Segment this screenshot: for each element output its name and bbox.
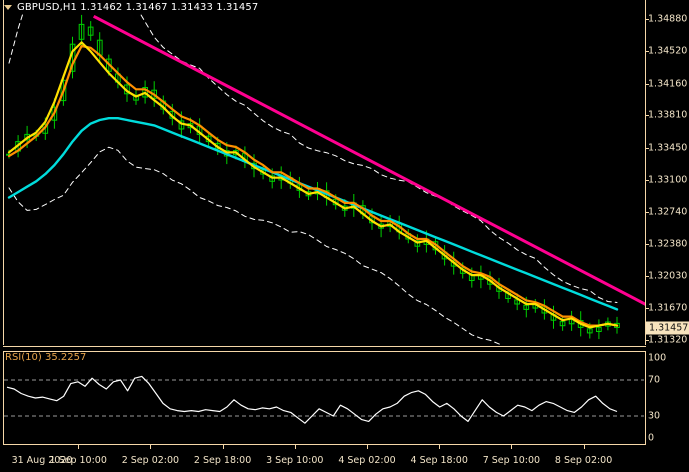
rsi-axis-label: 30	[648, 410, 661, 422]
price-axis-label: 1.33100	[648, 174, 688, 185]
symbol-header[interactable]: GBPUSD,H1 1.31462 1.31467 1.31433 1.3145…	[4, 1, 258, 14]
price-tick-mark	[645, 211, 649, 213]
price-axis-label: 1.31320	[648, 334, 688, 346]
price-tick-mark	[645, 340, 649, 342]
price-tick-mark	[645, 115, 649, 117]
rsi-axis-label: 100	[648, 352, 667, 364]
time-tick-mark	[367, 444, 368, 449]
price-panel-right-border	[645, 0, 646, 345]
time-tick-mark	[222, 444, 224, 449]
current-price-label: 1.31457	[646, 321, 689, 335]
bollinger-upper-band	[8, 14, 618, 303]
price-axis-label: 1.34880	[648, 13, 688, 25]
price-axis-label: 1.34520	[648, 45, 688, 57]
price-panel-left-border	[3, 0, 4, 345]
rsi-axis-label: 0	[648, 432, 655, 444]
time-tick-mark	[439, 444, 441, 449]
bollinger-lower-band	[8, 146, 503, 345]
time-tick-mark	[511, 444, 513, 449]
price-axis-label: 1.32380	[648, 238, 688, 250]
moving-average-fast	[7, 41, 619, 329]
rsi-level-lines	[4, 379, 644, 417]
price-axis-label: 1.32740	[648, 206, 688, 218]
price-axis-label: 1.33810	[648, 109, 688, 121]
rsi-panel-right-border	[645, 351, 646, 444]
triangle-down-icon[interactable]	[4, 5, 12, 10]
price-tick-mark	[645, 147, 649, 149]
panel-divider-bottom	[3, 351, 646, 352]
time-axis-label: 4 Sep 18:00	[410, 455, 468, 466]
time-tick-mark	[150, 444, 152, 449]
price-tick-mark	[645, 18, 649, 20]
trendline-object[interactable]	[92, 14, 689, 327]
time-axis-line	[3, 444, 646, 445]
price-axis-label: 1.31670	[648, 302, 688, 314]
moving-average-long	[7, 116, 619, 311]
price-tick-mark	[645, 51, 649, 53]
rsi-series	[6, 375, 618, 424]
price-tick-mark	[645, 308, 649, 310]
panel-divider-top	[3, 346, 646, 347]
rsi-indicator-label[interactable]: RSI(10) 35.2257	[5, 352, 87, 363]
time-tick-mark	[78, 444, 80, 449]
rsi-panel-left-border	[3, 351, 4, 444]
time-axis-label: 4 Sep 02:00	[338, 455, 396, 466]
price-axis-label: 1.33450	[648, 142, 688, 154]
time-axis-label: 31 Aug 2020	[11, 455, 73, 466]
time-axis-label: 8 Sep 02:00	[554, 455, 613, 466]
time-tick-mark	[583, 444, 585, 449]
time-axis-label: 7 Sep 10:00	[482, 455, 541, 466]
time-axis-label: 2 Sep 18:00	[193, 455, 252, 466]
time-tick-mark	[294, 444, 296, 449]
price-tick-mark	[645, 276, 649, 277]
price-plot-group	[6, 14, 689, 345]
price-tick-mark	[645, 244, 649, 246]
price-tick-mark	[645, 83, 649, 85]
price-axis-label: 1.32030	[648, 270, 688, 282]
rsi-plot-group	[4, 375, 644, 424]
price-tick-mark	[645, 179, 649, 181]
candlestick-series	[6, 14, 620, 340]
symbol-ohlc-text: GBPUSD,H1 1.31462 1.31467 1.31433 1.3145…	[17, 2, 259, 13]
time-axis-label: 3 Sep 10:00	[266, 455, 324, 466]
moving-average-slow	[7, 44, 619, 327]
time-axis-label: 1 Sep 10:00	[49, 455, 107, 466]
price-axis-label: 1.34160	[648, 78, 688, 90]
time-axis-label: 2 Sep 02:00	[121, 455, 180, 466]
rsi-axis-label: 70	[648, 374, 661, 386]
